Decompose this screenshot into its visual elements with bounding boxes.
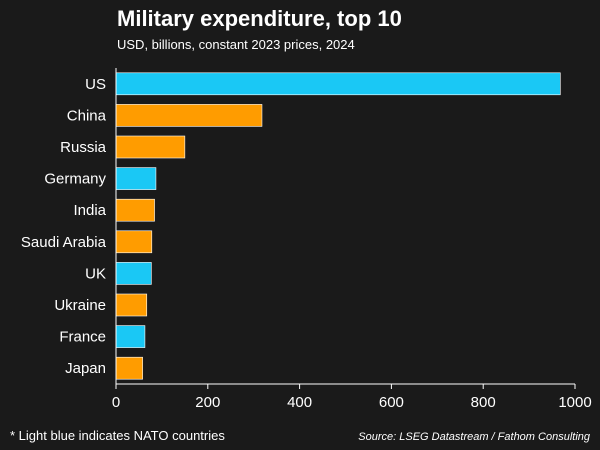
bar-france [115, 325, 146, 348]
category-label: Saudi Arabia [21, 234, 107, 251]
x-tick-label: 400 [287, 394, 312, 411]
x-tick-label: 800 [471, 394, 496, 411]
bar-russia [115, 135, 186, 159]
bar-india [115, 198, 155, 222]
bar-japan [115, 356, 143, 380]
chart-subtitle: USD, billions, constant 2023 prices, 202… [117, 37, 355, 52]
category-label: US [85, 76, 106, 93]
x-tick-label: 600 [379, 394, 404, 411]
category-label: China [67, 107, 107, 124]
category-label: Japan [65, 360, 106, 377]
category-label: France [59, 329, 106, 346]
bar-ukraine [115, 293, 148, 317]
source-note: Source: LSEG Datastream / Fathom Consult… [358, 431, 590, 443]
chart-title: Military expenditure, top 10 [117, 6, 402, 31]
category-label: UK [85, 265, 106, 282]
category-label: Russia [60, 139, 107, 156]
category-label: Germany [44, 171, 106, 188]
x-tick-label: 0 [112, 394, 120, 411]
bar-china [115, 104, 263, 127]
bar-saudi-arabia [115, 230, 153, 254]
category-label: India [73, 202, 106, 219]
footnote: * Light blue indicates NATO countries [10, 428, 225, 443]
bar-uk [115, 262, 152, 285]
bar-us [115, 72, 561, 96]
category-label: Ukraine [54, 297, 106, 314]
bar-germany [115, 167, 157, 190]
x-tick-label: 1000 [558, 394, 591, 411]
x-tick-label: 200 [195, 394, 220, 411]
